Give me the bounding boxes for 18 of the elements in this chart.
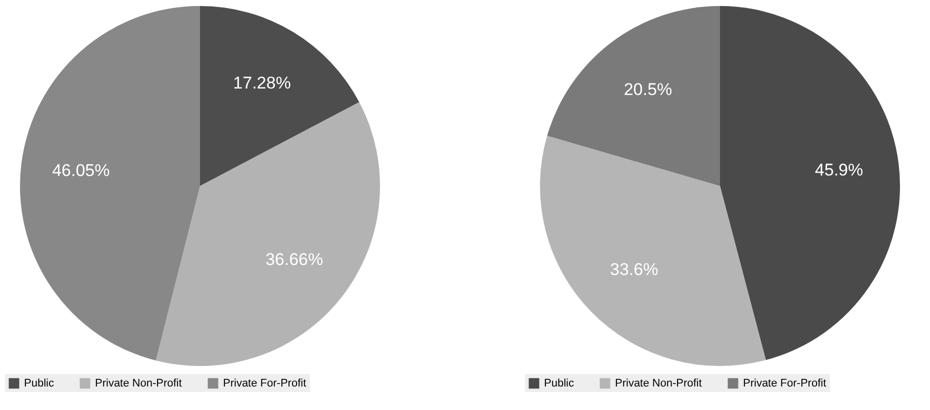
pie-slice xyxy=(547,6,720,186)
data-label: 36.66% xyxy=(265,250,324,270)
pie-slice xyxy=(540,136,766,366)
pie-slice xyxy=(720,6,900,360)
data-label: 20.5% xyxy=(624,80,672,100)
pie-slice xyxy=(200,6,360,186)
legend-label: Private Non-Profit xyxy=(615,377,702,390)
legend-label: Private Non-Profit xyxy=(95,377,182,390)
legend-label: Private For-Profit xyxy=(743,377,826,390)
legend-label: Public xyxy=(544,377,574,390)
data-label: 17.28% xyxy=(233,73,291,92)
pie-slice xyxy=(20,6,200,360)
data-label: 45.9% xyxy=(814,160,864,180)
legend-label: Public xyxy=(24,377,54,390)
data-label: 46.05% xyxy=(52,161,110,180)
legend-label: Private For-Profit xyxy=(223,377,306,390)
pie-slice xyxy=(156,102,380,366)
data-label: 33.6% xyxy=(610,260,658,279)
